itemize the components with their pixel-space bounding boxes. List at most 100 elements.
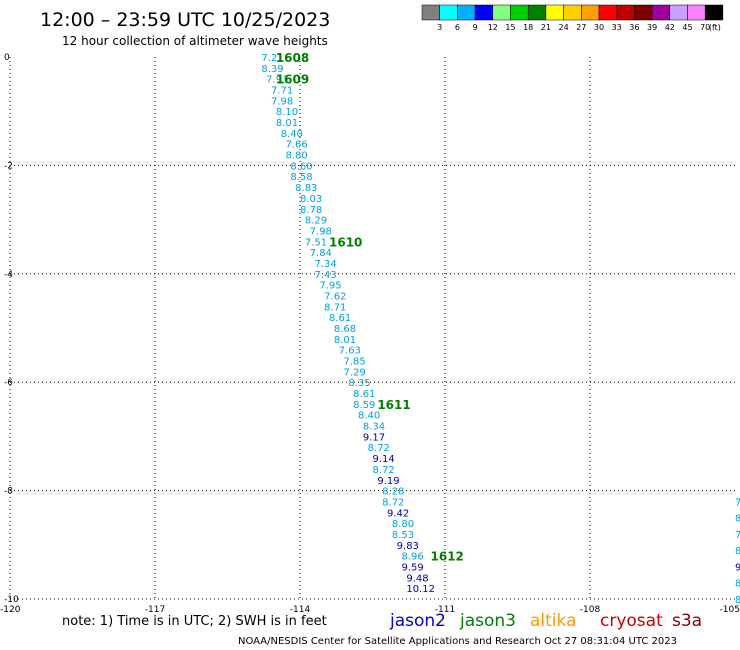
wave-height-point: 8.80 (392, 519, 414, 530)
wave-height-point: 7.93 (266, 75, 288, 86)
colorbar-swatch (492, 4, 511, 21)
colorbar-swatch (634, 4, 653, 21)
wave-height-point: 8.83 (295, 183, 317, 194)
wave-height-point: 8.60 (290, 161, 312, 172)
colorbar-swatch (581, 4, 600, 21)
colorbar-swatch (651, 4, 671, 21)
colorbar-swatch (474, 4, 494, 21)
y-tick-label: -2 (4, 161, 13, 171)
wave-height-point: 8.01 (334, 335, 356, 346)
colorbar-unit: (ft) (709, 23, 721, 32)
x-tick-label: -117 (145, 605, 165, 615)
wave-height-point: 9.14 (373, 454, 395, 465)
colorbar-swatch (598, 4, 617, 21)
wave-height-point: 8.72 (373, 465, 395, 476)
colorbar-label: 15 (505, 23, 515, 32)
wave-height-point: 8.72 (368, 443, 390, 454)
wave-height-point: 8 (735, 514, 740, 525)
wave-height-point: 8.40 (358, 411, 380, 422)
pass-time-labels: 1608 1609 1610 1611 1612 (276, 51, 464, 564)
colorbar-swatch (669, 4, 688, 21)
axis-tick-labels: 0 -2 -4 -6 -8 -10-120 -117 -114 -111 -108 -105 (0, 53, 740, 615)
colorbar-label: 12 (488, 23, 498, 32)
colorbar-swatch (616, 4, 635, 21)
wave-height-point: 7.66 (286, 140, 308, 151)
colorbar-label: 70 (700, 23, 710, 32)
colorbar-label: 30 (594, 23, 604, 32)
colorbar-swatch (510, 4, 529, 21)
colorbar-label: 6 (455, 23, 460, 32)
y-tick-label: -4 (4, 270, 13, 280)
wave-height-point: 9.42 (387, 508, 409, 519)
wave-height-point: 7.98 (310, 226, 332, 237)
wave-height-point: 7 (735, 497, 740, 508)
x-tick-label: -111 (435, 605, 455, 615)
pass-time-label: 1611 (377, 398, 410, 412)
wave-height-point: 7.98 (271, 96, 293, 107)
colorbar-label: 9 (473, 23, 478, 32)
wave-height-point: 7.62 (324, 291, 346, 302)
wave-height-point: 9.83 (397, 541, 419, 552)
wave-height-point: 8.01 (276, 118, 298, 129)
wave-height-point: 8.29 (305, 216, 327, 227)
colorbar-label: 3 (437, 23, 442, 32)
y-tick-label: -6 (4, 378, 13, 388)
x-tick-label: -114 (290, 605, 311, 615)
footnote: note: 1) Time is in UTC; 2) SWH is in fe… (62, 614, 327, 629)
wave-height-point: 8.78 (300, 205, 322, 216)
colorbar-legend: 3 6 9 12 15 18 21 24 27 30 33 36 39 42 45 70(ft) (421, 4, 724, 32)
x-tick-label: -105 (720, 605, 740, 615)
colorbar-label: 36 (629, 23, 639, 32)
wave-height-point: 7.21 (261, 53, 283, 64)
colorbar-swatch (421, 4, 440, 21)
wave-height-point: 8.25 (735, 595, 740, 606)
colorbar-label: 24 (559, 23, 569, 32)
credit-line: NOAA/NESDIS Center for Satellite Applica… (238, 636, 677, 647)
wave-height-point: 7.95 (319, 281, 341, 292)
colorbar-label: 39 (647, 23, 657, 32)
wave-height-point: 8.53 (392, 530, 414, 541)
chart-title: 12:00 – 23:59 UTC 10/25/2023 (40, 9, 330, 31)
wave-height-point: 8.10 (276, 107, 298, 118)
wave-height-point: 9.59 (402, 562, 424, 573)
colorbar-label: 21 (541, 23, 551, 32)
wave-height-point: 8.35 (348, 378, 370, 389)
wave-height-point: 8.96 (402, 552, 424, 563)
pass-time-label: 1610 (329, 235, 362, 249)
wave-height-point: 8.68 (334, 324, 356, 335)
grid-lines (9, 57, 735, 600)
wave-height-point: 8.72 (382, 497, 404, 508)
wave-height-point: 7.43 (315, 270, 337, 281)
wave-height-point: 8.80 (286, 151, 308, 162)
colorbar-swatch (704, 4, 724, 21)
wave-height-point: 8. (735, 546, 740, 557)
colorbar-label: 42 (665, 23, 675, 32)
wave-height-point: 8.39 (261, 64, 283, 75)
colorbar-label: 33 (612, 23, 622, 32)
wave-height-point: 7.85 (344, 357, 366, 368)
satellite-s3a: s3a (672, 611, 702, 631)
pass-time-label: 1609 (276, 73, 309, 87)
colorbar-swatch (545, 4, 564, 21)
x-tick-label: -108 (580, 605, 601, 615)
wave-height-point: 7.71 (271, 86, 293, 97)
wave-height-point: 8.58 (290, 172, 312, 183)
y-tick-label: -8 (4, 487, 13, 497)
colorbar-swatch (527, 4, 547, 21)
pass-time-label: 1608 (276, 51, 309, 65)
wave-height-point: 8.40 (281, 129, 303, 140)
wave-height-point: 8.34 (363, 422, 385, 433)
wave-height-values: 7.218.397.937.717.988.108.018.407.668.80… (261, 53, 740, 606)
wave-height-point: 7.84 (310, 248, 332, 259)
wave-height-point: 7.63 (339, 346, 361, 357)
wave-height-point: 8.3 (735, 579, 740, 590)
wave-height-point: 7.34 (315, 259, 337, 270)
wave-height-point: 10.12 (406, 584, 435, 595)
wave-height-point: 9.17 (363, 432, 385, 443)
pass-time-label: 1612 (431, 550, 464, 564)
satellite-jason3: jason3 (459, 611, 516, 631)
colorbar-swatch (457, 4, 476, 21)
wave-height-point: 7.51 (305, 237, 327, 248)
wave-height-point: 9.19 (377, 476, 399, 487)
satellite-jason2: jason2 (389, 611, 446, 631)
